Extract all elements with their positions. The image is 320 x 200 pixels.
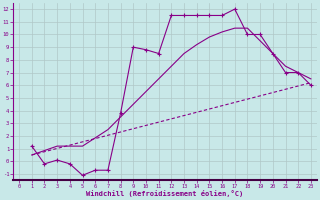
X-axis label: Windchill (Refroidissement éolien,°C): Windchill (Refroidissement éolien,°C) [86,190,244,197]
